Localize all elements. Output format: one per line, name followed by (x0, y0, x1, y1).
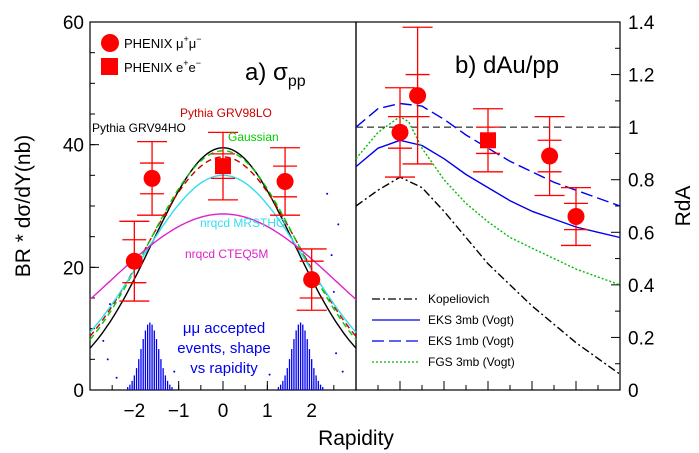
y-tick-label-right: 1.2 (628, 66, 654, 87)
histogram-dot (326, 192, 329, 195)
legend-label-kopeliovich: Kopeliovich (428, 292, 489, 306)
annotation-line-1: μμ accepted (183, 320, 265, 337)
y-tick-label-right: 1.4 (628, 13, 655, 34)
y-tick-label-left: 60 (63, 13, 84, 34)
curve-label-pythia-grv98lo: Pythia GRV98LO (180, 106, 272, 120)
histogram-dot (330, 254, 333, 257)
rapidity-histogram (102, 192, 344, 390)
data-point (534, 115, 565, 197)
legend-label-fgs-3mb: FGS 3mb (Vogt) (428, 355, 515, 369)
marker-circle (143, 169, 161, 187)
data-point (561, 186, 591, 247)
legend-marker-circle (101, 34, 119, 52)
legend-marker-square (101, 58, 118, 75)
histogram-dot (332, 290, 335, 293)
marker-square (215, 158, 231, 175)
y-axis-label-right: RdA (672, 186, 695, 227)
annotation-line-2: events, shape (177, 340, 270, 357)
curve-label-gaussian: Gaussian (228, 130, 279, 144)
legend-label-ee: PHENIX e+e− (124, 58, 201, 75)
left-panel-title: a) σpp (245, 59, 306, 90)
histogram-dot (335, 352, 338, 355)
marker-circle (409, 87, 427, 105)
curve-label-pythia-grv94ho: Pythia GRV94HO (92, 121, 186, 135)
legend-label-eks-3mb: EKS 3mb (Vogt) (428, 313, 514, 327)
histogram-dot (268, 373, 271, 376)
y-tick-label-right: 0.6 (628, 223, 654, 244)
y-tick-label-left: 20 (63, 258, 84, 279)
data-point (270, 147, 301, 216)
annotation-line-3: vs rapidity (190, 360, 258, 377)
x-tick-label-left: 2 (306, 401, 317, 422)
curve-label-nrqcd-mrstho: nrqcd MRSTHO (200, 216, 285, 230)
series-fgs-3mb-vogt- (355, 115, 621, 286)
data-point (208, 131, 238, 201)
y-tick-label-right: 0 (628, 381, 639, 402)
y-axis-label-left: BR * dσ/dY(nb) (12, 135, 35, 278)
data-point (296, 248, 327, 311)
histogram-dot (115, 376, 118, 379)
histogram-dot (337, 223, 340, 226)
data-point (473, 108, 503, 173)
histogram-dot (108, 303, 111, 306)
y-tick-label-right: 0.4 (628, 276, 655, 297)
marker-circle (541, 147, 559, 165)
y-tick-label-right: 0.2 (628, 328, 654, 349)
histogram-dot (173, 370, 176, 373)
y-tick-label-right: 1 (628, 118, 639, 139)
data-point (385, 87, 415, 178)
y-tick-label-right: 0.8 (628, 171, 654, 192)
marker-circle (303, 271, 321, 289)
data-point (137, 140, 168, 216)
histogram-dot (102, 339, 105, 342)
left-panel-title-sub: pp (288, 73, 306, 90)
histogram-dot (106, 358, 109, 361)
marker-circle (276, 172, 294, 190)
x-tick-label-left: 1 (262, 401, 273, 422)
legend-label-mumu: PHENIX μ+μ− (124, 34, 202, 51)
legend-label-eks-1mb: EKS 1mb (Vogt) (428, 334, 514, 348)
x-tick-label-left: −1 (168, 401, 190, 422)
left-panel-ticks: 0 20 40 60 −2 −1 0 1 2 (63, 13, 335, 422)
marker-circle (125, 252, 143, 270)
histogram-dot (341, 370, 344, 373)
y-tick-label-left: 0 (73, 381, 84, 402)
marker-square (480, 132, 496, 149)
left-panel-title-main: a) σ (245, 59, 288, 86)
curve-label-nrqcd-cteq5m: nrqcd CTEQ5M (185, 247, 268, 261)
x-tick-label-left: 0 (218, 401, 229, 422)
right-panel-title: b) dAu/pp (455, 52, 559, 79)
data-point (119, 220, 150, 302)
right-legend: Kopeliovich EKS 3mb (Vogt) EKS 1mb (Vogt… (372, 292, 515, 369)
x-tick-label-left: −2 (123, 401, 145, 422)
marker-circle (391, 123, 409, 141)
right-panel-ticks: 0 0.2 0.4 0.6 0.8 1 1.2 1.4 (377, 13, 655, 402)
left-panel-points (119, 131, 327, 311)
x-axis-label: Rapidity (318, 427, 394, 450)
right-panel-points (385, 26, 591, 247)
y-tick-label-left: 40 (63, 136, 84, 157)
marker-circle (567, 208, 585, 226)
data-point (402, 26, 433, 165)
